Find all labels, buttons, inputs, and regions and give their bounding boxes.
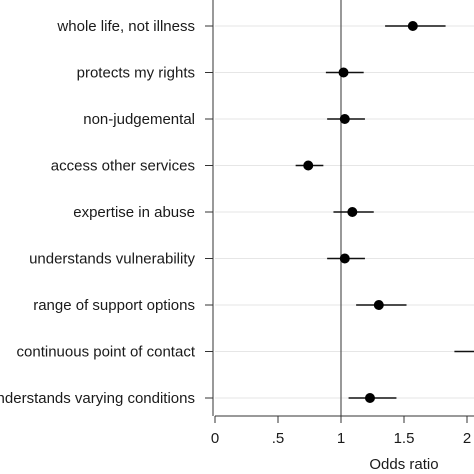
category-label: range of support options bbox=[33, 297, 195, 314]
x-tick-label: 0 bbox=[211, 430, 219, 447]
category-label: access other services bbox=[51, 158, 195, 175]
category-label: protects my rights bbox=[77, 65, 195, 82]
point-estimate bbox=[347, 207, 358, 217]
category-label: expertise in abuse bbox=[73, 204, 195, 221]
x-axis-title: Odds ratio bbox=[369, 456, 438, 473]
point-estimate bbox=[407, 21, 418, 31]
category-label: continuous point of contact bbox=[17, 344, 196, 361]
point-estimate bbox=[364, 393, 375, 403]
x-tick-label: .5 bbox=[272, 430, 285, 447]
category-label: non-judgemental bbox=[83, 111, 195, 128]
point-estimate bbox=[373, 300, 384, 310]
x-axis-ticks: 0 .5 1 1.5 2 bbox=[211, 416, 471, 447]
category-label: whole life, not illness bbox=[56, 18, 195, 35]
category-label: understands varying conditions bbox=[0, 390, 195, 407]
point-estimate bbox=[303, 160, 314, 171]
x-tick-label: 2 bbox=[463, 430, 471, 447]
point-estimates bbox=[303, 21, 418, 403]
point-estimate bbox=[338, 67, 349, 78]
category-labels: whole life, not illness protects my right… bbox=[0, 0, 214, 416]
point-estimate bbox=[339, 253, 350, 264]
x-tick-label: 1 bbox=[337, 430, 345, 447]
point-estimate bbox=[339, 114, 350, 124]
category-label: understands vulnerability bbox=[29, 251, 195, 268]
x-tick-label: 1.5 bbox=[394, 430, 415, 447]
